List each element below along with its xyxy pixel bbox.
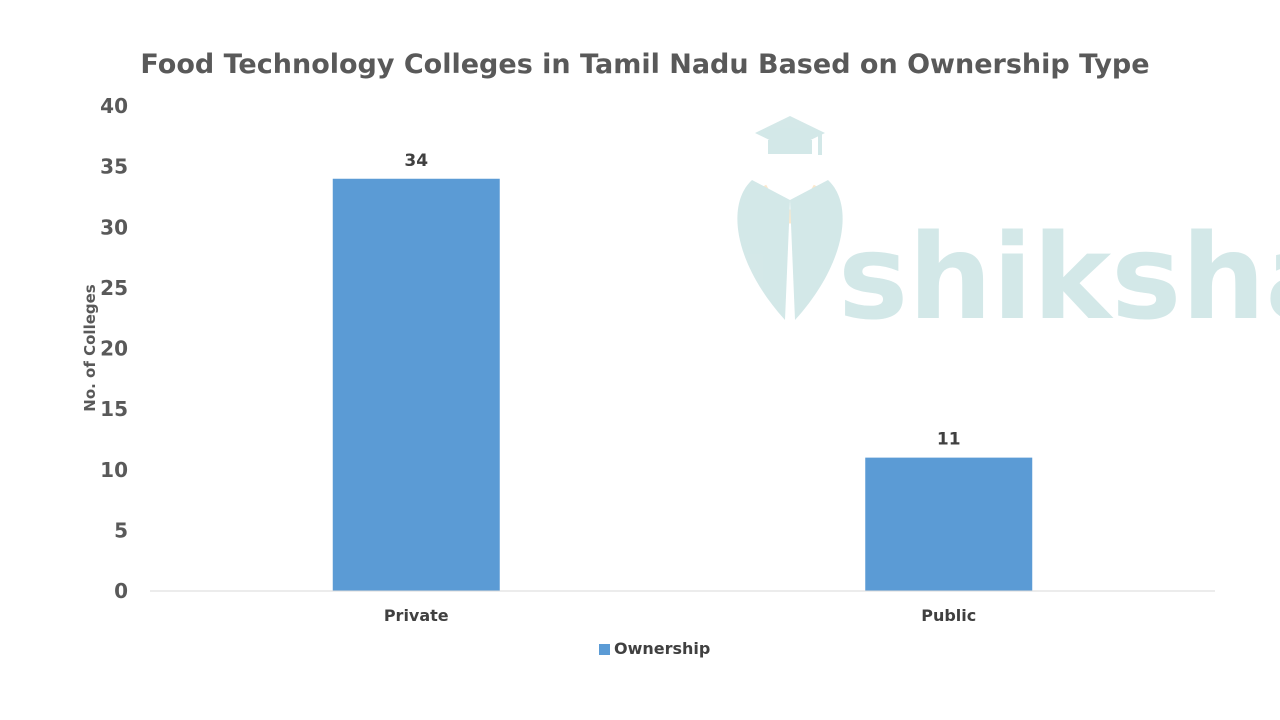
legend: Ownership xyxy=(599,639,710,658)
y-tick-label: 40 xyxy=(100,94,128,118)
legend-label: Ownership xyxy=(614,639,710,658)
y-axis-label: No. of Colleges xyxy=(81,284,99,412)
bar-private xyxy=(332,178,500,591)
y-tick-label: 30 xyxy=(100,215,128,239)
y-tick-label: 15 xyxy=(100,397,128,421)
x-tick-label: Public xyxy=(921,606,976,625)
shiksha-watermark: shiksha xyxy=(737,116,1280,346)
x-axis-categories: Private Public xyxy=(384,606,976,625)
y-tick-label: 20 xyxy=(100,337,128,361)
x-tick-label: Private xyxy=(384,606,449,625)
y-tick-label: 25 xyxy=(100,276,128,300)
data-label: 34 xyxy=(404,151,428,171)
legend-swatch xyxy=(599,644,610,655)
watermark-text: shiksha xyxy=(838,208,1280,346)
bar-series: 34 11 xyxy=(332,151,1033,591)
y-axis-ticks: 0 5 10 15 20 25 30 35 40 xyxy=(100,94,128,603)
y-tick-label: 5 xyxy=(114,518,128,542)
y-tick-label: 0 xyxy=(114,579,128,603)
graduation-cap-logo-icon xyxy=(737,116,843,320)
y-tick-label: 35 xyxy=(100,155,128,179)
y-tick-label: 10 xyxy=(100,458,128,482)
bar-public xyxy=(865,457,1033,591)
data-label: 11 xyxy=(937,430,961,450)
chart-title: Food Technology Colleges in Tamil Nadu B… xyxy=(140,49,1149,80)
